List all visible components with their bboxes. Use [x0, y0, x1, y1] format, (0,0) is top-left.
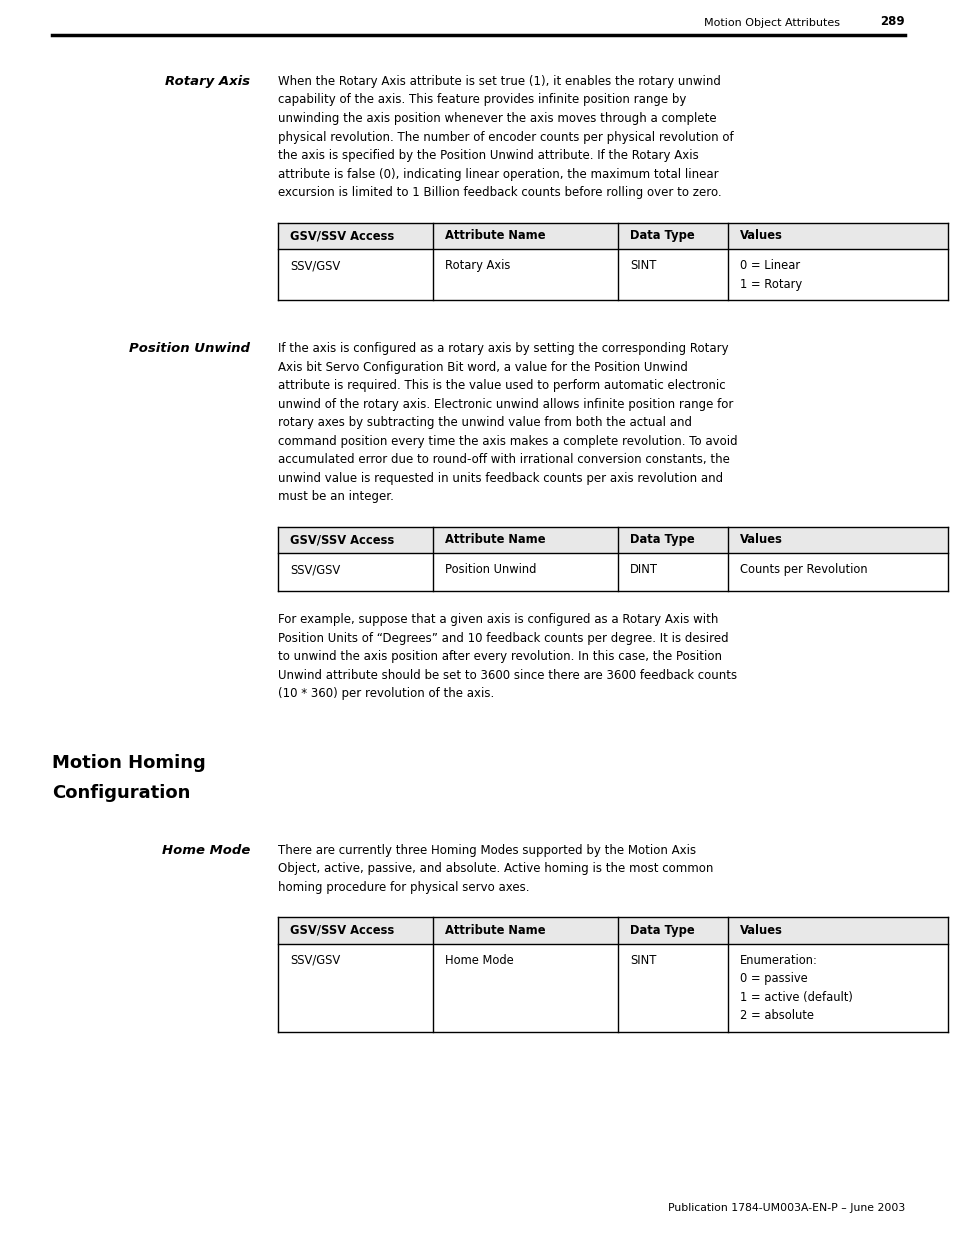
Text: homing procedure for physical servo axes.: homing procedure for physical servo axes…	[277, 881, 529, 893]
Text: 1 = Rotary: 1 = Rotary	[740, 278, 801, 290]
Text: GSV/SSV Access: GSV/SSV Access	[290, 924, 394, 937]
Text: Home Mode: Home Mode	[444, 953, 514, 967]
Text: 289: 289	[880, 15, 904, 28]
Text: Data Type: Data Type	[629, 534, 694, 546]
Text: Object, active, passive, and absolute. Active homing is the most common: Object, active, passive, and absolute. A…	[277, 862, 713, 876]
Text: There are currently three Homing Modes supported by the Motion Axis: There are currently three Homing Modes s…	[277, 844, 696, 857]
Bar	[277, 222, 947, 249]
Text: 0 = Linear: 0 = Linear	[740, 259, 800, 272]
Text: Counts per Revolution: Counts per Revolution	[740, 563, 866, 576]
Text: Values: Values	[740, 924, 782, 937]
Text: SSV/GSV: SSV/GSV	[290, 563, 340, 576]
Text: Motion Object Attributes: Motion Object Attributes	[703, 19, 840, 28]
Bar	[277, 526, 947, 553]
Text: Data Type: Data Type	[629, 230, 694, 242]
Text: attribute is required. This is the value used to perform automatic electronic: attribute is required. This is the value…	[277, 379, 725, 391]
Text: Configuration: Configuration	[52, 783, 191, 802]
Text: Rotary Axis: Rotary Axis	[444, 259, 510, 272]
Bar	[277, 918, 947, 944]
Text: Position Unwind: Position Unwind	[129, 342, 250, 354]
Text: Publication 1784-UM003A-EN-P – June 2003: Publication 1784-UM003A-EN-P – June 2003	[667, 1203, 904, 1213]
Text: rotary axes by subtracting the unwind value from both the actual and: rotary axes by subtracting the unwind va…	[277, 416, 691, 429]
Text: SSV/GSV: SSV/GSV	[290, 259, 340, 272]
Text: GSV/SSV Access: GSV/SSV Access	[290, 534, 394, 546]
Text: DINT: DINT	[629, 563, 658, 576]
Text: GSV/SSV Access: GSV/SSV Access	[290, 230, 394, 242]
Text: Position Units of “Degrees” and 10 feedback counts per degree. It is desired: Position Units of “Degrees” and 10 feedb…	[277, 631, 728, 645]
Text: Data Type: Data Type	[629, 924, 694, 937]
Text: Position Unwind: Position Unwind	[444, 563, 536, 576]
Text: unwind of the rotary axis. Electronic unwind allows infinite position range for: unwind of the rotary axis. Electronic un…	[277, 398, 733, 410]
Text: to unwind the axis position after every revolution. In this case, the Position: to unwind the axis position after every …	[277, 650, 721, 663]
Text: physical revolution. The number of encoder counts per physical revolution of: physical revolution. The number of encod…	[277, 131, 733, 143]
Text: Enumeration:: Enumeration:	[740, 953, 817, 967]
Text: For example, suppose that a given axis is configured as a Rotary Axis with: For example, suppose that a given axis i…	[277, 613, 718, 626]
Text: must be an integer.: must be an integer.	[277, 490, 394, 503]
Text: unwinding the axis position whenever the axis moves through a complete: unwinding the axis position whenever the…	[277, 112, 716, 125]
Text: SINT: SINT	[629, 953, 656, 967]
Text: accumulated error due to round-off with irrational conversion constants, the: accumulated error due to round-off with …	[277, 453, 729, 466]
Text: Axis bit Servo Configuration Bit word, a value for the Position Unwind: Axis bit Servo Configuration Bit word, a…	[277, 361, 687, 373]
Text: 2 = absolute: 2 = absolute	[740, 1009, 813, 1023]
Text: 0 = passive: 0 = passive	[740, 972, 807, 986]
Text: excursion is limited to 1 Billion feedback counts before rolling over to zero.: excursion is limited to 1 Billion feedba…	[277, 186, 720, 199]
Text: Motion Homing: Motion Homing	[52, 753, 206, 772]
Text: the axis is specified by the Position Unwind attribute. If the Rotary Axis: the axis is specified by the Position Un…	[277, 149, 698, 162]
Text: Unwind attribute should be set to 3600 since there are 3600 feedback counts: Unwind attribute should be set to 3600 s…	[277, 668, 737, 682]
Text: When the Rotary Axis attribute is set true (1), it enables the rotary unwind: When the Rotary Axis attribute is set tr…	[277, 75, 720, 88]
Text: (10 * 360) per revolution of the axis.: (10 * 360) per revolution of the axis.	[277, 687, 494, 700]
Text: attribute is false (0), indicating linear operation, the maximum total linear: attribute is false (0), indicating linea…	[277, 168, 718, 180]
Text: command position every time the axis makes a complete revolution. To avoid: command position every time the axis mak…	[277, 435, 737, 447]
Text: If the axis is configured as a rotary axis by setting the corresponding Rotary: If the axis is configured as a rotary ax…	[277, 342, 728, 354]
Text: Values: Values	[740, 230, 782, 242]
Text: capability of the axis. This feature provides infinite position range by: capability of the axis. This feature pro…	[277, 94, 685, 106]
Text: Attribute Name: Attribute Name	[444, 230, 545, 242]
Text: Values: Values	[740, 534, 782, 546]
Text: Attribute Name: Attribute Name	[444, 924, 545, 937]
Text: Home Mode: Home Mode	[161, 844, 250, 857]
Text: SSV/GSV: SSV/GSV	[290, 953, 340, 967]
Text: 1 = active (default): 1 = active (default)	[740, 990, 852, 1004]
Text: Attribute Name: Attribute Name	[444, 534, 545, 546]
Text: Rotary Axis: Rotary Axis	[165, 75, 250, 88]
Text: SINT: SINT	[629, 259, 656, 272]
Text: unwind value is requested in units feedback counts per axis revolution and: unwind value is requested in units feedb…	[277, 472, 722, 484]
